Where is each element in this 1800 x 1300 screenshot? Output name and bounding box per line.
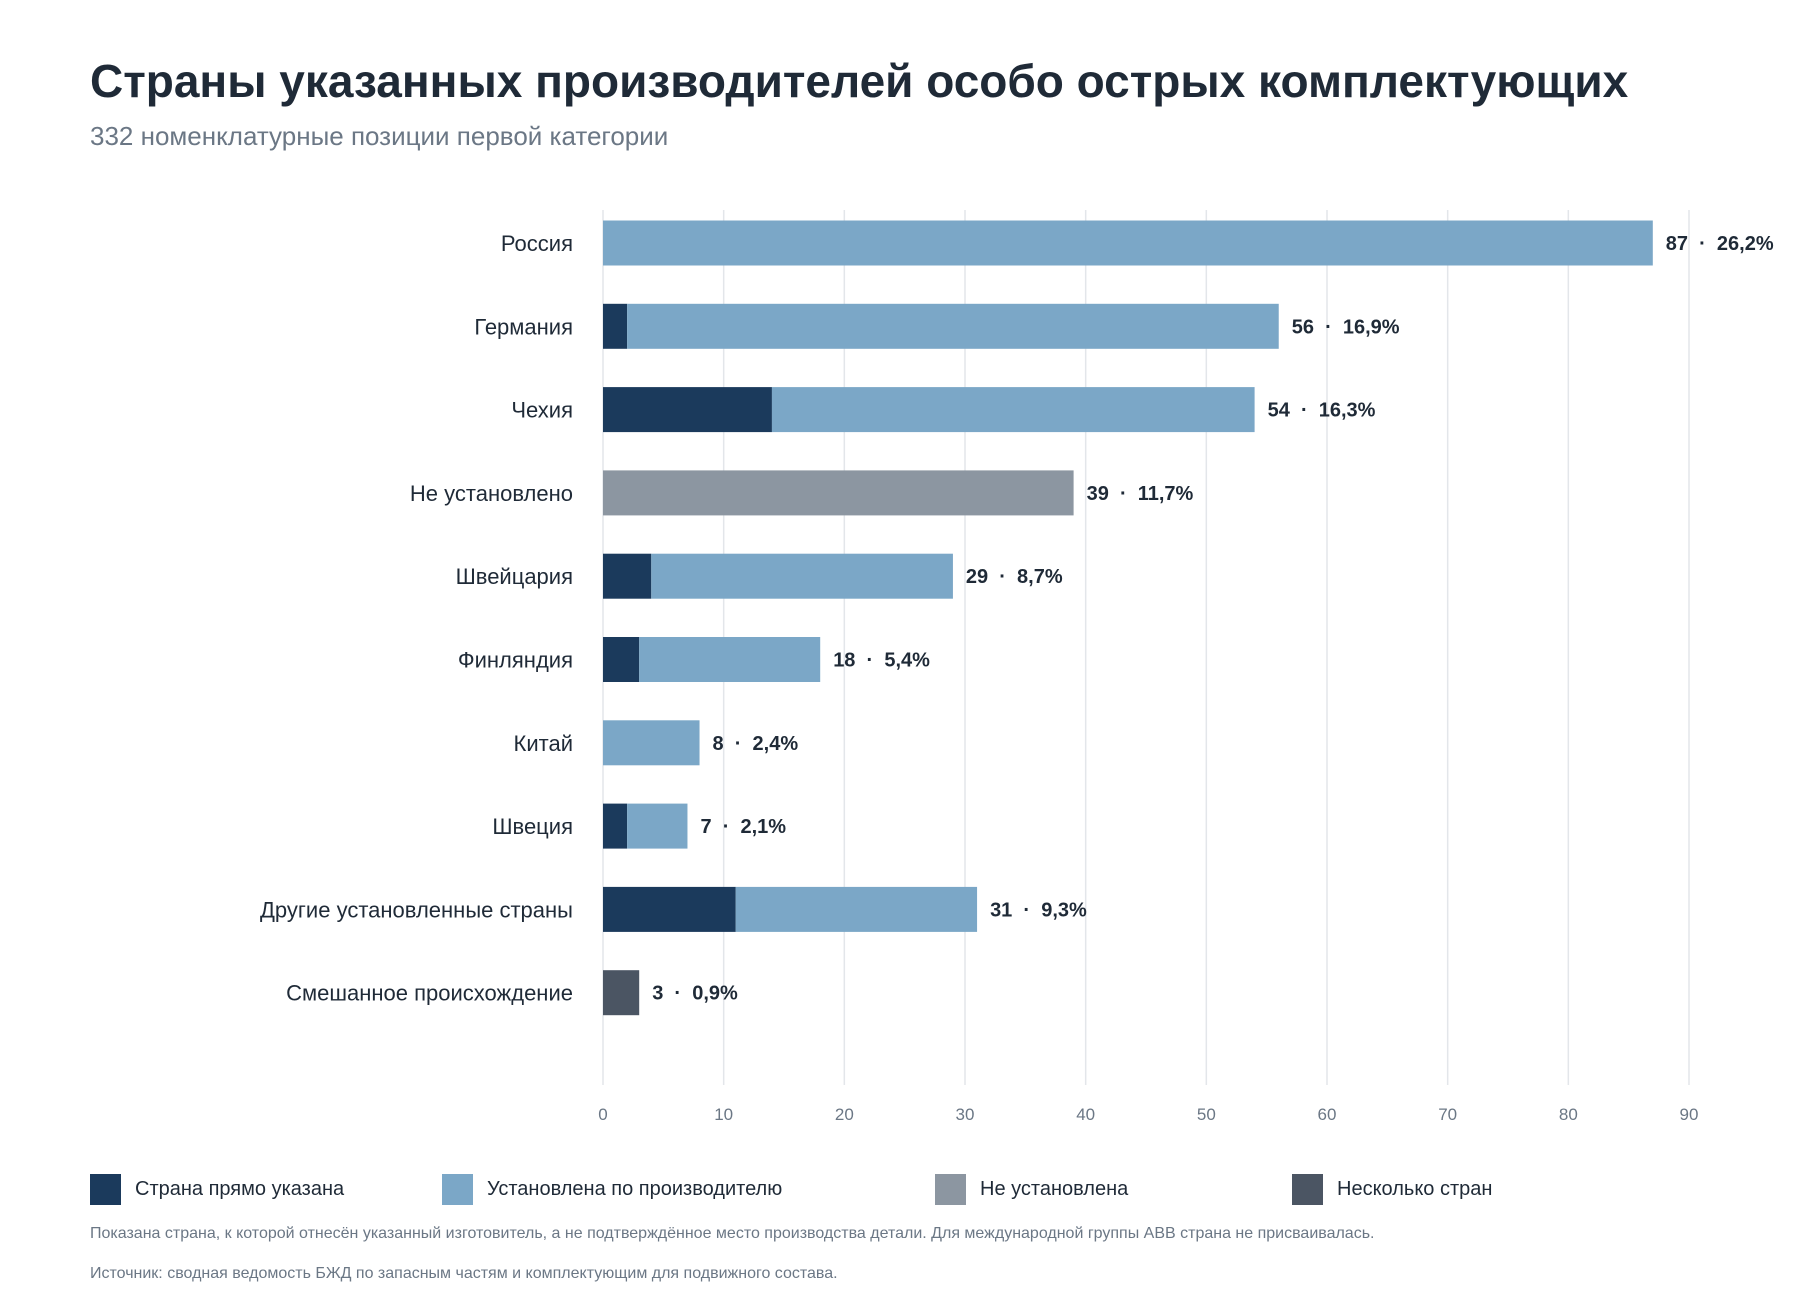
bar-segment [603,553,652,599]
category-label: Россия [501,231,573,256]
bar-segment [627,303,1279,349]
bar-segment [639,637,821,682]
category-label: Швеция [492,814,573,839]
category-label: Не установлено [410,481,573,506]
category-label: Германия [474,314,573,339]
data-label: 87 · 26,2% [1666,233,1774,255]
bar-segment [603,886,736,932]
bar-segment [771,387,1255,433]
x-tick-label: 0 [598,1105,607,1124]
data-label: 29 · 8,7% [966,566,1063,588]
legend: Страна прямо указана Установлена по прои… [90,1172,1790,1206]
category-label: Чехия [511,398,573,423]
x-tick-label: 70 [1438,1105,1457,1124]
bar-segment [735,886,978,932]
legend-label-direct: Страна прямо указана [135,1177,345,1200]
bar-segment [603,303,628,349]
bar-segment [603,970,640,1016]
bar-chart: 0 10 20 30 40 50 60 70 80 90 Россия 87 · 26,2% Герма… [260,210,1774,1124]
x-tick-label: 80 [1559,1105,1578,1124]
x-tick-label: 40 [1076,1105,1095,1124]
bar-segment [603,803,628,849]
x-tick-label: 20 [835,1105,854,1124]
data-label: 39 · 11,7% [1087,483,1194,505]
bar-segment [603,387,772,433]
source-note: Источник: сводная ведомость БЖД по запас… [90,1265,838,1282]
legend-item-several: Несколько стран [1292,1172,1492,1206]
chart-title: Страны указанных производителей особо ос… [90,55,1629,107]
footnote: Показана страна, к которой отнесён указа… [90,1225,1375,1242]
bar-segment [651,553,953,599]
data-label: 3 · 0,9% [652,983,738,1005]
bar-segment [603,637,640,682]
x-tick-label: 10 [714,1105,733,1124]
legend-swatch-direct [90,1173,121,1205]
data-label: 8 · 2,4% [713,733,799,755]
x-tick-label: 90 [1680,1105,1699,1124]
data-label: 31 · 9,3% [990,899,1087,921]
legend-label-several: Несколько стран [1337,1177,1493,1200]
category-label: Швейцария [456,564,573,589]
bar-segment [603,470,1074,516]
data-label: 18 · 5,4% [833,650,930,672]
data-label: 56 · 16,9% [1292,316,1400,338]
category-label: Китай [514,731,573,756]
chart-subtitle: 332 номенклатурные позиции первой катего… [90,121,669,151]
legend-swatch-several [1292,1173,1323,1205]
bar-segment [603,720,700,766]
category-label: Финляндия [458,648,573,673]
legend-label-by-manufacturer: Установлена по производителю [487,1177,783,1200]
legend-item-not-set: Не установлена [935,1172,1128,1206]
legend-item-by-manufacturer: Установлена по производителю [442,1172,782,1206]
legend-item-direct: Страна прямо указана [90,1172,344,1206]
x-tick-label: 50 [1197,1105,1216,1124]
bar-segment [603,220,1653,266]
legend-label-not-set: Не установлена [980,1177,1129,1200]
bar-segment [627,803,688,849]
legend-swatch-not-set [935,1173,966,1205]
data-label: 54 · 16,3% [1268,400,1376,422]
data-label: 7 · 2,1% [700,816,786,838]
x-tick-label: 30 [956,1105,975,1124]
category-label: Смешанное происхождение [286,981,573,1006]
category-label: Другие установленные страны [260,897,573,922]
x-tick-label: 60 [1318,1105,1337,1124]
legend-swatch-by-manufacturer [442,1173,473,1205]
